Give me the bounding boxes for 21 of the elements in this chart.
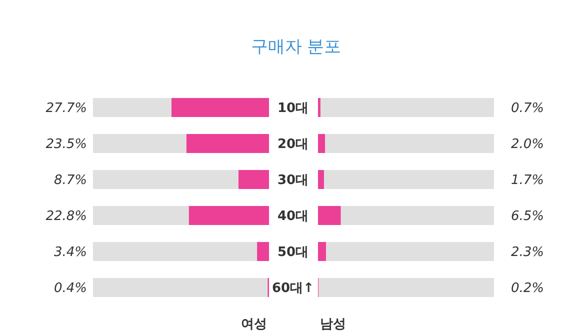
data-label: 0.2% (511, 281, 544, 296)
x-axis-title: 남성 (320, 317, 346, 332)
data-label: 1.7% (511, 173, 544, 188)
data-label: 0.4% (54, 281, 87, 296)
data-label: 0.7% (511, 101, 544, 116)
data-label: 2.3% (511, 245, 544, 260)
x-axis-title: 여성 (241, 317, 267, 332)
data-label: 6.5% (511, 209, 544, 224)
y-tick-label: 50대 (277, 245, 309, 260)
chart-title: 구매자 분포 (250, 37, 342, 57)
y-tick-label: 20대 (277, 137, 309, 152)
y-tick-label: 40대 (277, 209, 309, 224)
y-tick-label: 30대 (277, 173, 309, 188)
y-tick-label: 10대 (277, 101, 309, 116)
data-label: 27.7% (46, 101, 87, 116)
data-label: 8.7% (54, 173, 87, 188)
data-label: 23.5% (46, 137, 87, 152)
data-label: 2.0% (511, 137, 544, 152)
data-label: 22.8% (46, 209, 87, 224)
data-label: 3.4% (54, 245, 87, 260)
y-tick-label: 60대↑ (272, 281, 314, 296)
